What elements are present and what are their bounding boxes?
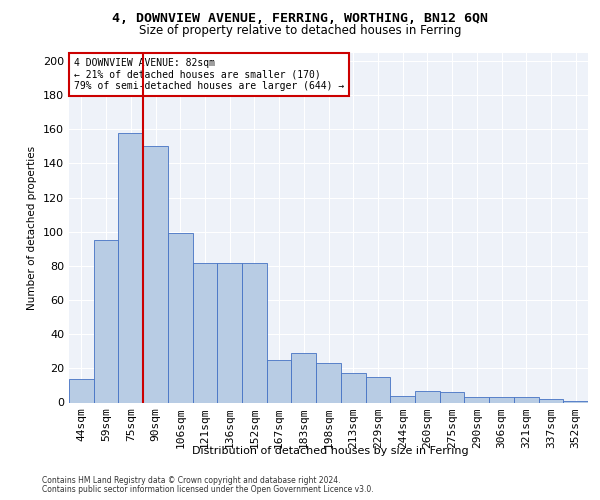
- Bar: [69, 378, 94, 402]
- Text: Contains public sector information licensed under the Open Government Licence v3: Contains public sector information licen…: [42, 485, 374, 494]
- Bar: [365, 377, 390, 402]
- Bar: [563, 401, 588, 402]
- Bar: [514, 398, 539, 402]
- Bar: [464, 398, 489, 402]
- Text: 4 DOWNVIEW AVENUE: 82sqm
← 21% of detached houses are smaller (170)
79% of semi-: 4 DOWNVIEW AVENUE: 82sqm ← 21% of detach…: [74, 58, 344, 91]
- Bar: [390, 396, 415, 402]
- Bar: [242, 262, 267, 402]
- Bar: [94, 240, 118, 402]
- Bar: [267, 360, 292, 403]
- Bar: [118, 132, 143, 402]
- Bar: [341, 374, 365, 402]
- Bar: [489, 398, 514, 402]
- Y-axis label: Number of detached properties: Number of detached properties: [28, 146, 37, 310]
- Text: 4, DOWNVIEW AVENUE, FERRING, WORTHING, BN12 6QN: 4, DOWNVIEW AVENUE, FERRING, WORTHING, B…: [112, 12, 488, 26]
- Bar: [292, 353, 316, 403]
- Bar: [168, 234, 193, 402]
- Bar: [316, 363, 341, 403]
- Bar: [415, 390, 440, 402]
- Text: Distribution of detached houses by size in Ferring: Distribution of detached houses by size …: [191, 446, 469, 456]
- Bar: [440, 392, 464, 402]
- Bar: [143, 146, 168, 402]
- Text: Contains HM Land Registry data © Crown copyright and database right 2024.: Contains HM Land Registry data © Crown c…: [42, 476, 341, 485]
- Bar: [539, 399, 563, 402]
- Bar: [217, 262, 242, 402]
- Bar: [193, 262, 217, 402]
- Text: Size of property relative to detached houses in Ferring: Size of property relative to detached ho…: [139, 24, 461, 37]
